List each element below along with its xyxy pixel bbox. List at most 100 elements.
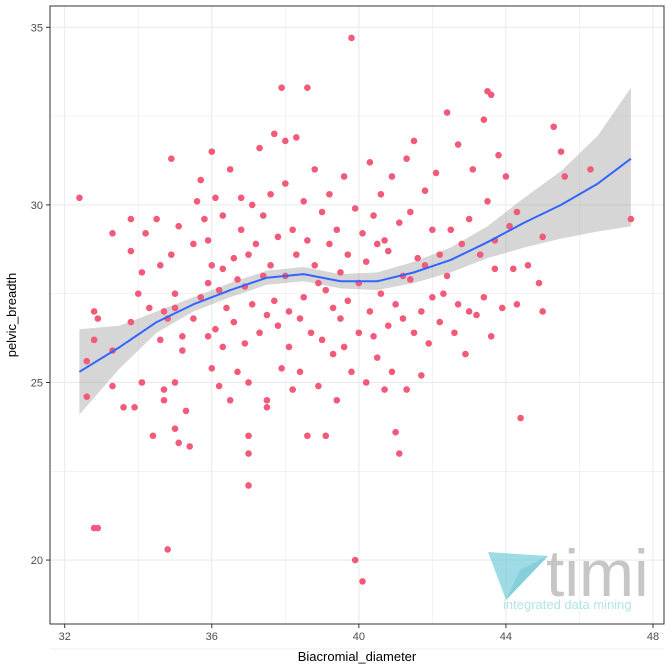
data-point bbox=[226, 396, 234, 404]
data-point bbox=[373, 240, 381, 248]
smooth-line bbox=[78, 157, 632, 373]
data-point bbox=[407, 276, 414, 283]
data-point bbox=[362, 258, 370, 266]
data-point bbox=[440, 290, 447, 297]
data-point bbox=[399, 315, 407, 322]
panel-border bbox=[49, 5, 665, 625]
data-point bbox=[208, 148, 216, 155]
data-point bbox=[311, 166, 319, 173]
data-point bbox=[340, 343, 348, 351]
data-point bbox=[388, 173, 396, 180]
data-point bbox=[377, 190, 385, 198]
y-tick-label: 35 bbox=[31, 22, 43, 34]
data-point bbox=[326, 190, 333, 198]
plot-panel bbox=[50, 6, 664, 624]
data-point bbox=[381, 386, 388, 393]
data-point bbox=[134, 290, 142, 297]
data-point bbox=[539, 308, 546, 315]
data-point bbox=[171, 304, 179, 312]
data-point bbox=[208, 364, 216, 372]
data-point bbox=[90, 336, 98, 344]
data-point bbox=[340, 173, 348, 180]
data-point bbox=[160, 308, 168, 315]
data-point bbox=[226, 166, 234, 173]
data-point bbox=[550, 123, 558, 131]
data-point bbox=[425, 340, 432, 347]
y-axis-ticks: 20 25 30 35 bbox=[31, 22, 50, 567]
data-point bbox=[274, 322, 282, 329]
data-point bbox=[219, 212, 227, 219]
y-axis-title: pelvic_breadth bbox=[4, 273, 19, 358]
data-point bbox=[384, 247, 392, 255]
data-point bbox=[300, 293, 307, 301]
data-point bbox=[344, 297, 352, 305]
data-point bbox=[307, 329, 315, 337]
data-point bbox=[337, 315, 344, 322]
watermark: timi integrated data mining bbox=[488, 536, 649, 612]
data-point bbox=[502, 173, 510, 180]
data-point bbox=[171, 290, 179, 297]
data-point bbox=[245, 432, 252, 440]
data-point bbox=[311, 261, 319, 269]
data-point bbox=[234, 276, 241, 283]
y-tick-label: 20 bbox=[31, 555, 43, 567]
data-point bbox=[517, 414, 524, 422]
data-point bbox=[285, 343, 293, 351]
data-point bbox=[142, 230, 149, 237]
data-point bbox=[495, 151, 502, 159]
data-point bbox=[410, 329, 418, 337]
data-point bbox=[513, 301, 521, 308]
timi-logo-shade-icon bbox=[506, 556, 548, 600]
data-point bbox=[524, 261, 532, 269]
data-point bbox=[392, 428, 399, 436]
data-point bbox=[263, 311, 271, 319]
data-point bbox=[94, 524, 102, 532]
data-point bbox=[186, 443, 194, 450]
x-tick-label: 32 bbox=[59, 631, 71, 643]
x-tick-label: 36 bbox=[206, 631, 218, 643]
data-point bbox=[498, 304, 506, 312]
data-point bbox=[557, 148, 565, 155]
data-point bbox=[94, 315, 102, 322]
data-point bbox=[190, 315, 197, 322]
data-point bbox=[197, 293, 205, 301]
data-point bbox=[362, 379, 370, 386]
data-point bbox=[204, 279, 212, 287]
data-point bbox=[491, 265, 499, 273]
data-point bbox=[561, 173, 569, 180]
data-point bbox=[201, 215, 208, 223]
data-point bbox=[333, 226, 341, 234]
data-point bbox=[212, 325, 219, 333]
data-point bbox=[127, 318, 135, 326]
data-point bbox=[267, 261, 274, 269]
data-point bbox=[168, 251, 175, 258]
data-point bbox=[245, 379, 252, 386]
data-points bbox=[76, 34, 635, 585]
data-point bbox=[171, 379, 179, 386]
data-point bbox=[197, 176, 205, 184]
data-point bbox=[256, 329, 263, 337]
data-point bbox=[355, 329, 363, 337]
data-point bbox=[344, 251, 352, 258]
data-point bbox=[76, 194, 83, 202]
data-point bbox=[245, 251, 252, 258]
data-point bbox=[462, 350, 469, 358]
data-point bbox=[509, 265, 517, 273]
data-point bbox=[359, 230, 366, 237]
x-tick-label: 48 bbox=[647, 631, 659, 643]
data-point bbox=[318, 336, 326, 344]
data-point bbox=[289, 386, 296, 393]
data-point bbox=[90, 308, 98, 315]
data-point bbox=[318, 208, 326, 216]
data-point bbox=[270, 130, 278, 138]
data-point bbox=[160, 386, 168, 393]
data-point bbox=[370, 212, 377, 219]
data-point bbox=[315, 279, 322, 287]
data-point bbox=[190, 240, 197, 248]
data-point bbox=[263, 396, 271, 404]
data-point bbox=[451, 329, 458, 337]
data-point bbox=[278, 84, 285, 91]
data-point bbox=[274, 233, 282, 241]
data-point bbox=[469, 166, 477, 173]
data-point bbox=[359, 578, 366, 585]
